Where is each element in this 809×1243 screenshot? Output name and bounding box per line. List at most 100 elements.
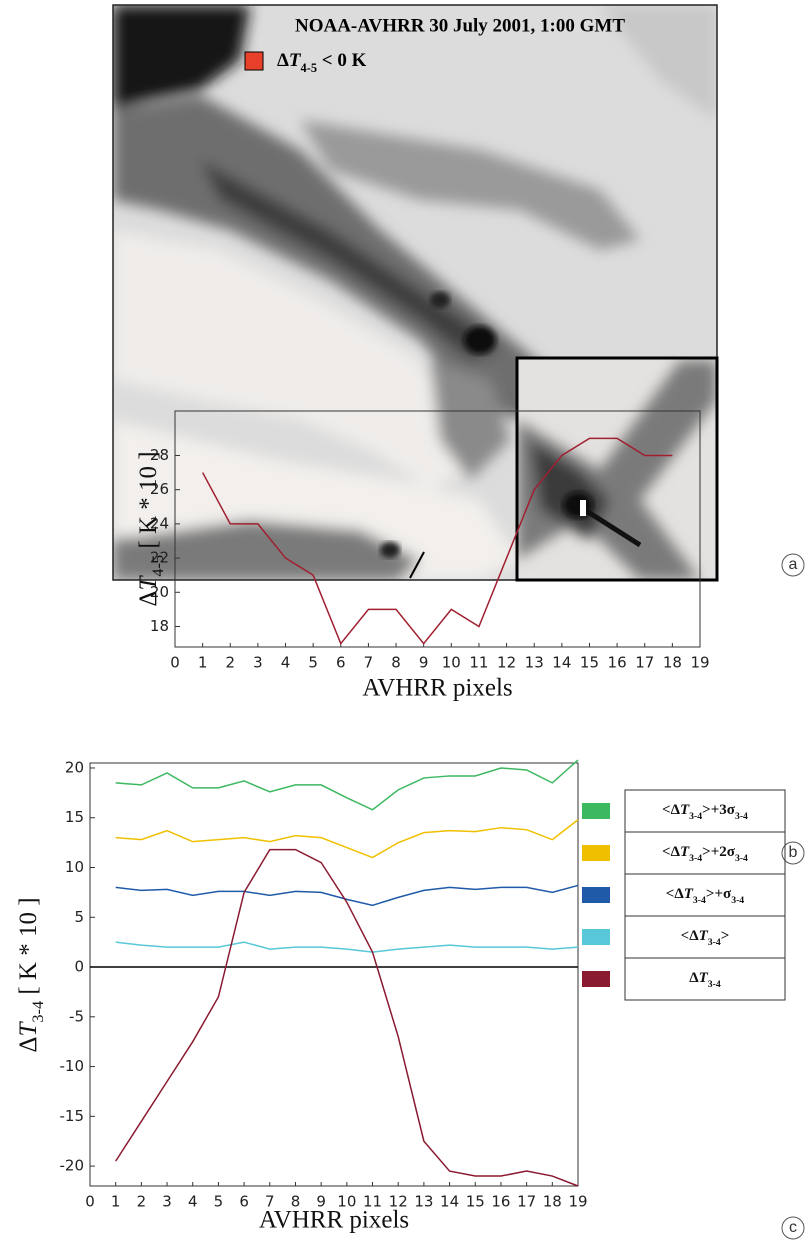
x-tick-label: 1 <box>111 1193 121 1211</box>
legend-swatch <box>582 929 610 945</box>
legend-cell <box>624 957 786 1001</box>
label-part: <Δ <box>666 886 685 902</box>
image-legend-swatch <box>244 51 264 71</box>
label-part: 4-5 <box>301 61 317 75</box>
y-tick-label: -20 <box>60 1157 85 1175</box>
label-part: [ K * 10 ] <box>15 897 42 1000</box>
x-tick-label: 4 <box>281 654 291 672</box>
label-part: T <box>15 1020 42 1036</box>
y-tick-label: -15 <box>60 1107 85 1125</box>
inset-image <box>517 358 717 580</box>
image-title: NOAA-AVHRR 30 July 2001, 1:00 GMT <box>295 15 625 36</box>
x-tick-label: 3 <box>253 654 263 672</box>
panel-label: b <box>789 844 798 861</box>
x-tick-label: 12 <box>389 1193 408 1211</box>
legend-label: <ΔT3-4>+2σ3-4 <box>662 844 748 863</box>
panel-label-circle <box>781 841 805 865</box>
panel-label-circle <box>781 1216 805 1240</box>
y-tick-label: 28 <box>150 446 169 464</box>
satellite-image <box>113 5 717 580</box>
x-tick-label: 8 <box>391 654 401 672</box>
x-tick-label: 0 <box>170 654 180 672</box>
y-tick-label: -5 <box>69 1007 84 1025</box>
label-part: > <box>721 928 730 944</box>
image-frame <box>112 4 718 581</box>
image-legend-label: ΔT4-5 < 0 K <box>277 50 367 74</box>
x-tick-label: 9 <box>419 654 429 672</box>
x-tick-label: 8 <box>291 1193 301 1211</box>
x-tick-label: 18 <box>543 1193 562 1211</box>
series-line <box>115 759 579 811</box>
panel-label: c <box>789 1219 797 1236</box>
x-tick-label: 17 <box>517 1193 536 1211</box>
y-axis-title: ΔT3-4 [ K * 10 ] <box>15 897 47 1052</box>
label-part: T <box>684 886 694 902</box>
x-tick-label: 16 <box>491 1193 510 1211</box>
x-tick-label: 13 <box>414 1193 433 1211</box>
legend-label: <ΔT3-4>+3σ3-4 <box>662 802 748 821</box>
y-tick-label: 15 <box>65 808 84 826</box>
legend-swatch <box>582 803 610 819</box>
x-tick-label: 6 <box>239 1193 249 1211</box>
x-tick-label: 18 <box>663 654 682 672</box>
x-tick-label: 14 <box>552 654 571 672</box>
label-part: >+σ <box>706 886 732 902</box>
x-tick-label: 6 <box>336 654 346 672</box>
label-part: T <box>680 844 690 860</box>
x-tick-label: 19 <box>690 654 709 672</box>
x-tick-label: 7 <box>364 654 374 672</box>
panel-label-circle <box>781 553 805 577</box>
label-part: 3-4 <box>731 895 744 906</box>
legend-label: ΔT3-4 <box>689 970 721 989</box>
label-part: >+2σ <box>702 844 736 860</box>
x-tick-label: 14 <box>440 1193 459 1211</box>
y-tick-label: 20 <box>150 583 169 601</box>
x-tick-label: 4 <box>188 1193 198 1211</box>
x-tick-label: 1 <box>198 654 208 672</box>
plot-frame <box>174 410 701 648</box>
y-tick-label: -10 <box>60 1057 85 1075</box>
series-line <box>115 819 579 859</box>
label-part: 3-4 <box>689 811 702 822</box>
label-part: 3-4 <box>693 895 706 906</box>
plot-frame <box>89 762 579 1187</box>
legend-label: <ΔT3-4> <box>681 928 730 947</box>
label-part: Δ <box>135 590 162 606</box>
label-part: 3-4 <box>735 811 748 822</box>
legend-label: <ΔT3-4>+σ3-4 <box>666 886 745 905</box>
y-tick-label: 24 <box>150 514 169 532</box>
x-tick-label: 19 <box>568 1193 587 1211</box>
x-tick-label: 11 <box>469 654 488 672</box>
label-part: Δ <box>689 970 699 986</box>
x-tick-label: 2 <box>225 654 235 672</box>
label-part: <Δ <box>662 802 681 818</box>
panel-label: a <box>789 556 798 573</box>
label-part: <Δ <box>662 844 681 860</box>
y-tick-label: 0 <box>74 958 84 976</box>
label-part: <Δ <box>681 928 700 944</box>
label-part: 3-4 <box>708 937 721 948</box>
x-axis-title: AVHRR pixels <box>259 1207 409 1234</box>
label-part: T <box>135 574 162 590</box>
label-part: T <box>680 802 690 818</box>
x-tick-label: 5 <box>308 654 318 672</box>
label-part: Δ <box>277 50 289 71</box>
x-tick-label: 5 <box>214 1193 224 1211</box>
x-tick-label: 12 <box>497 654 516 672</box>
x-tick-label: 10 <box>337 1193 356 1211</box>
series-line <box>201 437 673 646</box>
y-tick-label: 26 <box>150 480 169 498</box>
label-part: 4-5 <box>149 555 167 577</box>
y-tick-label: 10 <box>65 858 84 876</box>
x-tick-label: 2 <box>137 1193 147 1211</box>
x-tick-label: 11 <box>363 1193 382 1211</box>
label-part: < 0 K <box>317 50 367 71</box>
legend-swatch <box>582 887 610 903</box>
label-part: >+3σ <box>702 802 736 818</box>
label-part: 3-4 <box>29 1001 47 1023</box>
x-tick-label: 15 <box>466 1193 485 1211</box>
label-part: T <box>699 928 709 944</box>
label-part: 3-4 <box>735 853 748 864</box>
label-part: 3-4 <box>689 853 702 864</box>
